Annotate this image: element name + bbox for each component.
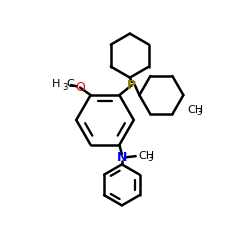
Text: N: N <box>117 151 127 164</box>
Text: CH: CH <box>138 151 154 161</box>
Text: 3: 3 <box>196 108 201 117</box>
Text: 3: 3 <box>147 154 152 163</box>
Text: CH: CH <box>187 105 203 115</box>
Text: H: H <box>52 79 60 89</box>
Text: P: P <box>127 78 136 92</box>
Text: C: C <box>66 79 74 89</box>
Text: O: O <box>75 81 85 94</box>
Text: 3: 3 <box>62 82 67 92</box>
